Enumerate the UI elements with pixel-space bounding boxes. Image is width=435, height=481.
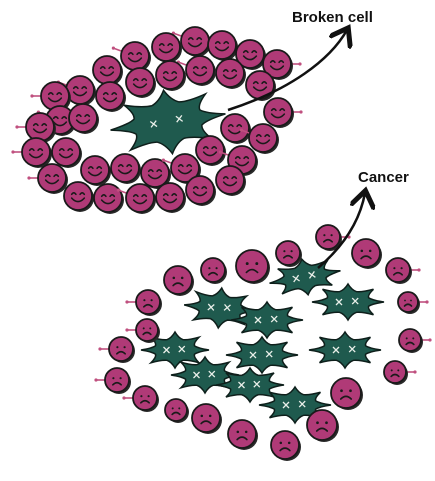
sad-cell-icon xyxy=(330,377,363,410)
smiling-cell-icon xyxy=(263,97,303,128)
sad-cell-icon xyxy=(275,240,302,267)
smiling-cell-icon xyxy=(195,135,226,166)
sad-cell-icon xyxy=(306,409,339,442)
sad-cell-icon xyxy=(270,430,301,461)
smiling-cell-icon xyxy=(15,112,56,143)
smiling-cell-icon xyxy=(110,153,141,184)
smiling-cell-icon xyxy=(95,81,126,112)
sad-cell-icon xyxy=(385,257,421,284)
smiling-cell-icon xyxy=(63,181,94,212)
damaged-cell-icon xyxy=(215,366,285,404)
sad-cell-icon xyxy=(191,403,222,434)
sad-cell-icon xyxy=(125,289,162,316)
cancer-label: Cancer xyxy=(358,169,409,186)
sad-cell-icon xyxy=(163,265,194,296)
damaged-cell-icon xyxy=(230,300,304,340)
damaged-cell-icon xyxy=(225,335,299,375)
sad-cell-icon xyxy=(200,257,227,284)
smiling-cell-icon xyxy=(176,55,216,86)
sad-cell-icon xyxy=(235,249,270,284)
smiling-cell-icon xyxy=(239,123,279,154)
damaged-cell-icon xyxy=(110,88,226,156)
damaged-cell-icon xyxy=(140,330,210,370)
smiling-cell-icon xyxy=(207,30,238,61)
smiling-cell-icon xyxy=(92,55,123,86)
smiling-cell-icon xyxy=(11,137,52,168)
smiling-cell-icon xyxy=(111,41,151,72)
smiling-cell-icon xyxy=(30,81,71,112)
sad-cell-icon xyxy=(397,291,429,314)
healthy-tissue-group xyxy=(11,26,303,214)
sad-cell-icon xyxy=(122,385,159,412)
smiling-cell-icon xyxy=(51,137,82,168)
cancer-tissue-group xyxy=(94,224,432,461)
sad-cell-icon xyxy=(94,367,131,394)
smiling-cell-icon xyxy=(151,32,182,63)
smiling-cell-icon xyxy=(80,155,111,186)
smiling-cell-icon xyxy=(27,163,68,194)
smiling-cell-icon xyxy=(155,60,186,91)
sad-cell-icon xyxy=(351,238,382,269)
smiling-cell-icon xyxy=(68,103,99,134)
damaged-cell-icon xyxy=(269,257,341,297)
smiling-cell-icon xyxy=(220,113,251,144)
smiling-cell-icon xyxy=(140,158,171,189)
smiling-cell-icon xyxy=(116,183,156,214)
cancer-arrow xyxy=(317,193,365,269)
broken-cell-arrow xyxy=(227,30,347,112)
smiling-cell-icon xyxy=(155,182,186,213)
sad-cell-icon xyxy=(398,328,432,353)
sad-cell-icon xyxy=(383,360,417,385)
sad-cell-icon xyxy=(315,224,351,251)
smiling-cell-icon xyxy=(185,175,216,206)
smiling-cell-icon xyxy=(262,49,302,80)
smiling-cell-icon xyxy=(215,165,246,196)
damaged-cell-icon xyxy=(308,330,382,370)
sad-cell-icon xyxy=(227,419,258,450)
broken-cell-label: Broken cell xyxy=(292,9,373,26)
smiling-cell-icon xyxy=(125,67,156,98)
sad-cell-icon xyxy=(164,398,189,423)
smiling-cell-icon xyxy=(235,39,266,70)
sad-cell-icon xyxy=(98,336,135,363)
smiling-cell-icon xyxy=(93,183,124,214)
smiling-cell-icon xyxy=(215,58,246,89)
damaged-cell-icon xyxy=(311,282,385,322)
sad-cell-icon xyxy=(125,318,160,343)
